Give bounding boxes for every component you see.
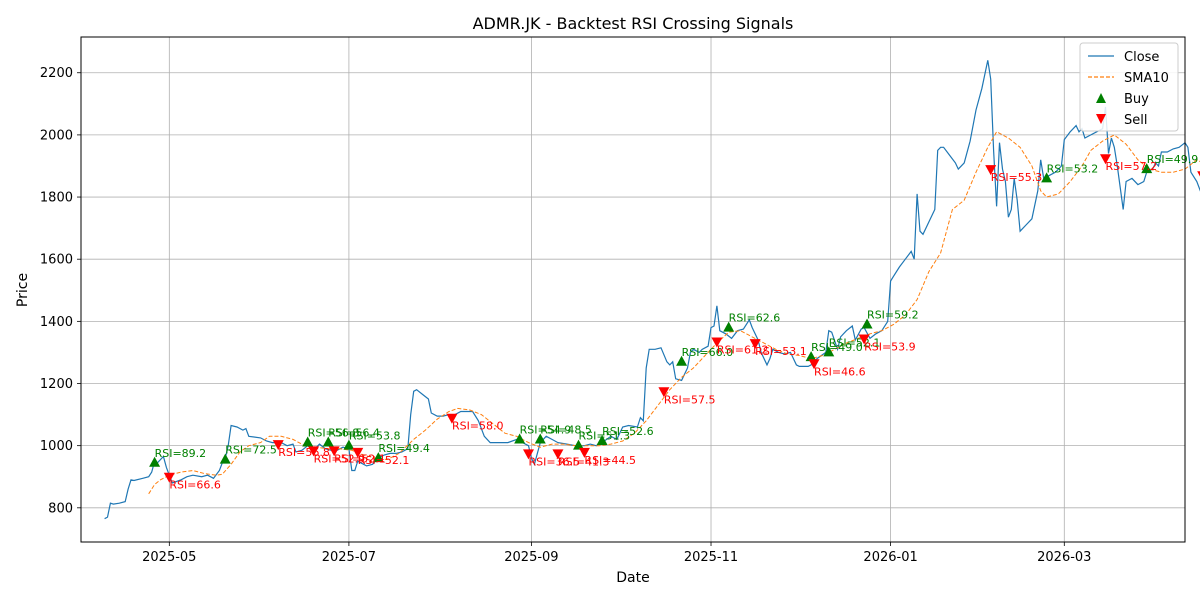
buy-marker bbox=[302, 436, 314, 447]
buy-marker bbox=[1041, 172, 1053, 183]
sell-marker bbox=[658, 387, 670, 398]
buy-rsi-label: RSI=56.8 bbox=[308, 427, 360, 440]
x-tick-label: 2025-07 bbox=[322, 550, 376, 565]
sell-marker bbox=[446, 413, 458, 424]
buy-rsi-label: RSI=56.4 bbox=[328, 427, 380, 440]
legend-buy-marker bbox=[1096, 93, 1106, 103]
sell-rsi-label: RSI=44.5 bbox=[584, 454, 636, 467]
x-axis-title: Date bbox=[616, 570, 649, 586]
sell-marker bbox=[308, 446, 320, 457]
sell-marker bbox=[522, 449, 534, 460]
plot-frame bbox=[80, 36, 1186, 543]
sma10-line bbox=[148, 131, 1200, 495]
buy-marker bbox=[1141, 163, 1153, 174]
series-layer bbox=[104, 60, 1200, 520]
sell-rsi-label: RSI=58.0 bbox=[452, 420, 504, 433]
x-tick-label: 2026-03 bbox=[1037, 550, 1091, 565]
sell-rsi-label: RSI=55.3 bbox=[991, 171, 1043, 184]
sell-marker bbox=[749, 339, 761, 350]
buy-marker bbox=[596, 435, 608, 445]
legend-box bbox=[1079, 42, 1179, 132]
sell-marker bbox=[1100, 154, 1112, 165]
sell-rsi-label: RSI=52.9 bbox=[314, 452, 366, 465]
sell-marker bbox=[858, 334, 870, 345]
y-tick-label: 800 bbox=[48, 501, 73, 516]
x-tick-label: 2025-11 bbox=[684, 550, 738, 565]
buy-marker bbox=[219, 453, 231, 464]
x-tick-label: 2025-05 bbox=[142, 550, 196, 565]
buy-marker bbox=[514, 433, 526, 444]
sell-rsi-label: RSI=66.6 bbox=[169, 479, 221, 492]
x-axis: 2025-05 2025-07 2025-09 2025-11 2026-01 2026-… bbox=[142, 542, 1091, 565]
sell-rsi-label: RSI=57.5 bbox=[664, 393, 716, 406]
buy-rsi-label: RSI=52.6 bbox=[602, 425, 654, 438]
sell-rsi-label: RSI=41.3 bbox=[558, 455, 610, 468]
sell-rsi-label: RSI=53.9 bbox=[864, 340, 916, 353]
buy-marker bbox=[322, 436, 334, 447]
y-tick-label: 1800 bbox=[40, 191, 73, 206]
sell-marker bbox=[328, 446, 340, 457]
y-tick-label: 1400 bbox=[40, 315, 73, 330]
x-tick-label: 2025-09 bbox=[504, 550, 558, 565]
legend-sma-label: SMA10 bbox=[1124, 71, 1169, 86]
sell-rsi-label: RSI=57.2 bbox=[1106, 160, 1158, 173]
buy-rsi-label: RSI=54.9 bbox=[520, 423, 572, 436]
legend-sell-marker bbox=[1096, 114, 1106, 124]
sell-rsi-label: RSI=52.1 bbox=[358, 454, 410, 467]
buy-marker bbox=[805, 351, 817, 362]
legend: Close SMA10 Buy Sell bbox=[1079, 42, 1179, 132]
y-tick-label: 1200 bbox=[40, 377, 73, 392]
sell-marker bbox=[272, 440, 284, 451]
y-tick-label: 1000 bbox=[40, 439, 73, 454]
chart-title: ADMR.JK - Backtest RSI Crossing Signals bbox=[473, 14, 794, 33]
sell-marker bbox=[711, 337, 723, 348]
buy-rsi-label: RSI=49.0 bbox=[811, 341, 863, 354]
buy-marker bbox=[723, 321, 735, 332]
buy-rsi-label: RSI=53.2 bbox=[1047, 162, 1099, 175]
legend-close-label: Close bbox=[1124, 50, 1159, 65]
sell-marker bbox=[808, 359, 820, 370]
sell-marker bbox=[352, 447, 364, 458]
legend-buy-label: Buy bbox=[1124, 92, 1149, 107]
sell-rsi-label: RSI=52.1 bbox=[334, 452, 386, 465]
buy-marker bbox=[343, 439, 355, 450]
buy-marker bbox=[676, 355, 688, 366]
sell-rsi-label: RSI=46.6 bbox=[814, 365, 866, 378]
sell-marker bbox=[578, 447, 590, 458]
buy-marker bbox=[823, 346, 835, 357]
buy-rsi-label: RSI=66.0 bbox=[682, 346, 734, 359]
buy-marker bbox=[534, 433, 546, 444]
buy-rsi-label: RSI=72.5 bbox=[225, 444, 277, 457]
y-axis-title: Price bbox=[15, 273, 31, 307]
buy-rsi-label: RSI=48.5 bbox=[540, 423, 592, 436]
buy-rsi-label: RSI=89.2 bbox=[155, 447, 207, 460]
x-tick-label: 2026-01 bbox=[863, 550, 917, 565]
y-tick-label: 1600 bbox=[40, 253, 73, 268]
sell-rsi-label: RSI=36.5 bbox=[528, 455, 580, 468]
buy-rsi-label: RSI=59.2 bbox=[867, 308, 919, 321]
grid-lines bbox=[81, 37, 1185, 542]
buy-rsi-label: RSI=51.3 bbox=[579, 430, 631, 443]
buy-rsi-label: RSI=53.8 bbox=[349, 430, 401, 443]
sell-marker bbox=[985, 165, 997, 176]
buy-marker bbox=[861, 318, 873, 329]
legend-sell-label: Sell bbox=[1124, 113, 1147, 128]
sell-marker bbox=[1197, 171, 1200, 177]
close-price-line bbox=[104, 60, 1200, 520]
y-axis: 800 1000 1200 1400 1600 1800 2000 2200 bbox=[40, 66, 81, 516]
y-tick-label: 2200 bbox=[40, 66, 73, 81]
sell-marker bbox=[163, 472, 175, 483]
sell-marker bbox=[552, 449, 564, 460]
buy-marker bbox=[372, 452, 384, 463]
buy-rsi-label: RSI=52.1 bbox=[829, 336, 881, 349]
buy-marker bbox=[149, 456, 161, 467]
buy-marker bbox=[573, 439, 585, 450]
buy-rsi-label: RSI=62.6 bbox=[729, 312, 781, 325]
buy-rsi-label: RSI=49.4 bbox=[378, 442, 430, 455]
sell-rsi-label: RSI=53.1 bbox=[755, 345, 807, 358]
signal-markers: RSI=89.2 RSI=72.5 RSI=56.8RSI=56.4RSI=53.8… bbox=[149, 153, 1200, 492]
y-tick-label: 2000 bbox=[40, 128, 73, 143]
